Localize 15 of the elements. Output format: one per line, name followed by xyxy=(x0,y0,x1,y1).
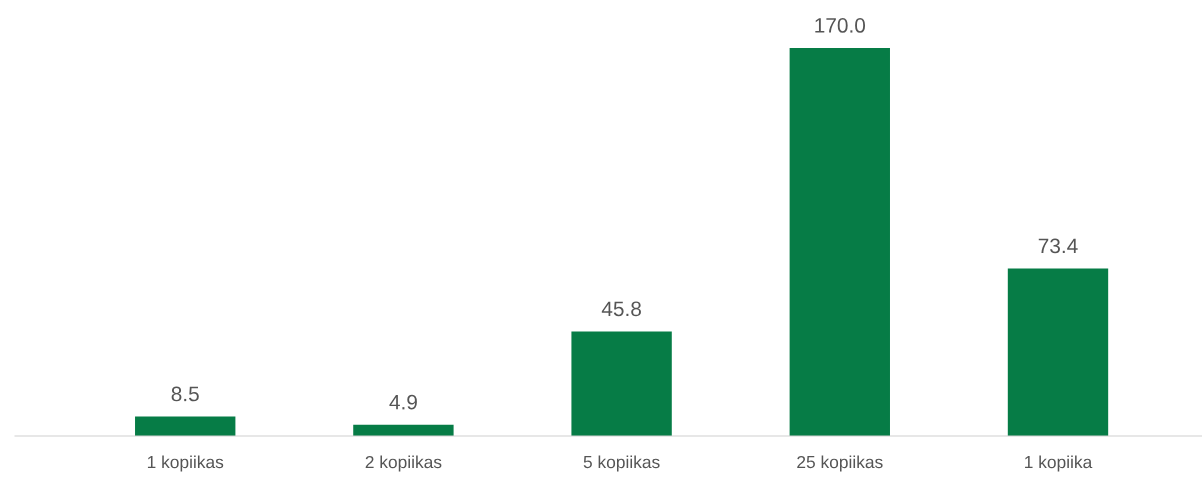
bar xyxy=(789,48,890,436)
x-tick-label: 1 kopiika xyxy=(1025,455,1093,472)
data-label: 45.8 xyxy=(601,301,641,317)
x-tick-label: 1 kopiikas xyxy=(147,455,224,472)
x-tick-label: 2 kopiikas xyxy=(365,455,442,472)
data-label: 73.4 xyxy=(1038,238,1078,254)
bar xyxy=(571,331,672,436)
data-label: 8.5 xyxy=(171,386,199,402)
bar xyxy=(135,416,236,436)
data-label: 170.0 xyxy=(815,18,866,33)
x-tick-label: 5 kopiikas xyxy=(583,455,660,472)
bar xyxy=(1007,268,1109,436)
bar xyxy=(353,424,454,436)
x-tick-label: 25 kopiikas xyxy=(797,455,883,472)
data-label: 4.9 xyxy=(389,394,417,410)
